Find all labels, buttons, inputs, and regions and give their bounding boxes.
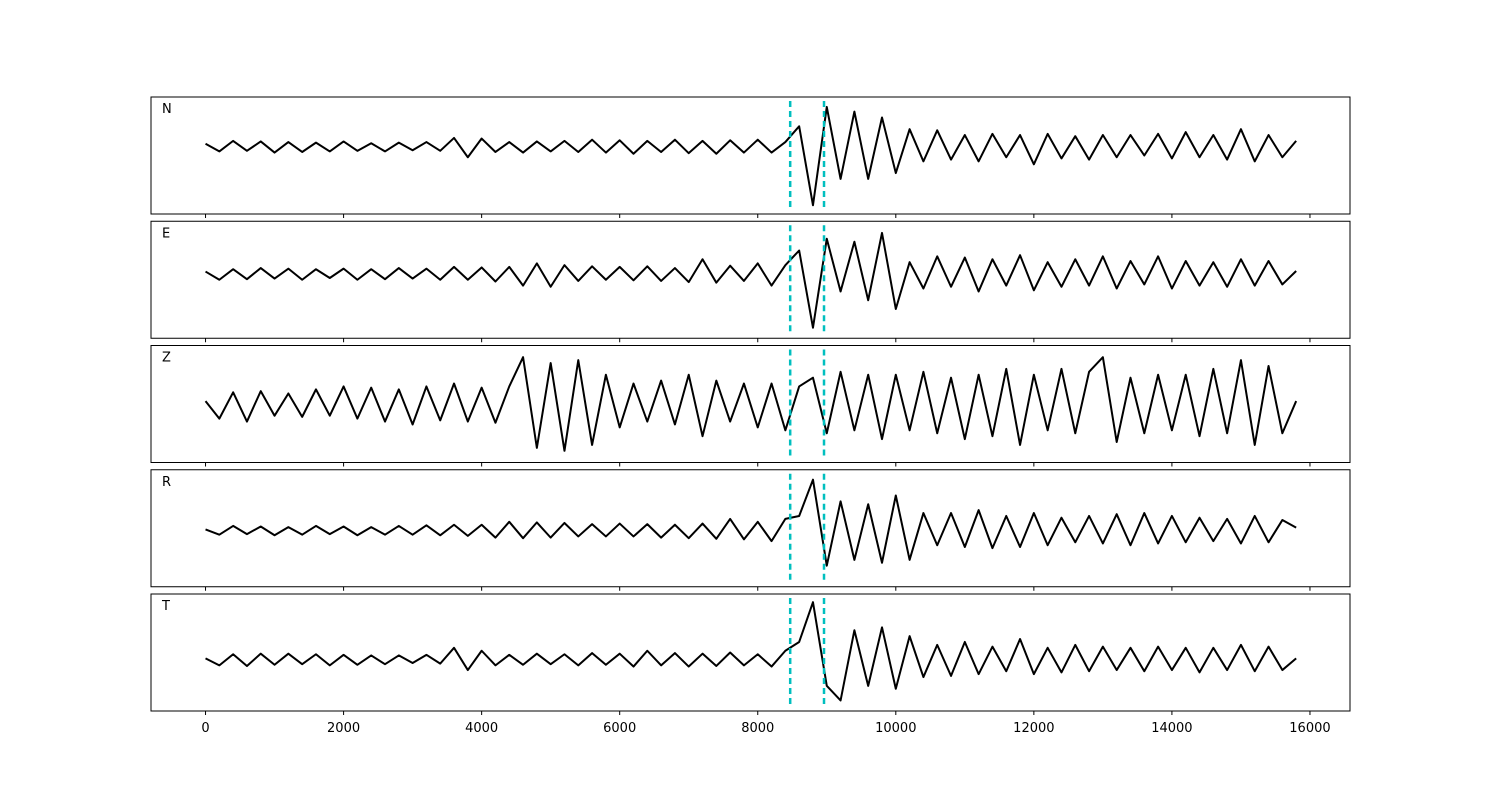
x-tick-label: 0 xyxy=(201,721,209,736)
trace xyxy=(205,478,1297,567)
x-tick-label: 10000 xyxy=(875,721,916,736)
panel-label: R xyxy=(162,475,171,490)
x-tick-label: 8000 xyxy=(741,721,774,736)
x-tick-label: 12000 xyxy=(1013,721,1054,736)
trace xyxy=(205,231,1297,329)
x-tick-label: 4000 xyxy=(465,721,498,736)
panel-label: T xyxy=(161,599,170,614)
panel-frame xyxy=(150,593,1351,712)
panel-frame xyxy=(150,345,1351,463)
x-tick-label: 16000 xyxy=(1289,721,1330,736)
panel-label: Z xyxy=(162,351,171,366)
trace xyxy=(205,105,1297,207)
x-tick-label: 14000 xyxy=(1151,721,1192,736)
panel-frame xyxy=(150,469,1351,588)
panel-label: E xyxy=(162,226,170,241)
x-tick-label: 6000 xyxy=(603,721,636,736)
panel-frame xyxy=(150,96,1351,215)
panel-frame xyxy=(150,220,1351,339)
trace xyxy=(204,356,1298,452)
trace xyxy=(205,601,1297,702)
x-tick-label: 2000 xyxy=(327,721,360,736)
panel-label: N xyxy=(162,102,172,117)
